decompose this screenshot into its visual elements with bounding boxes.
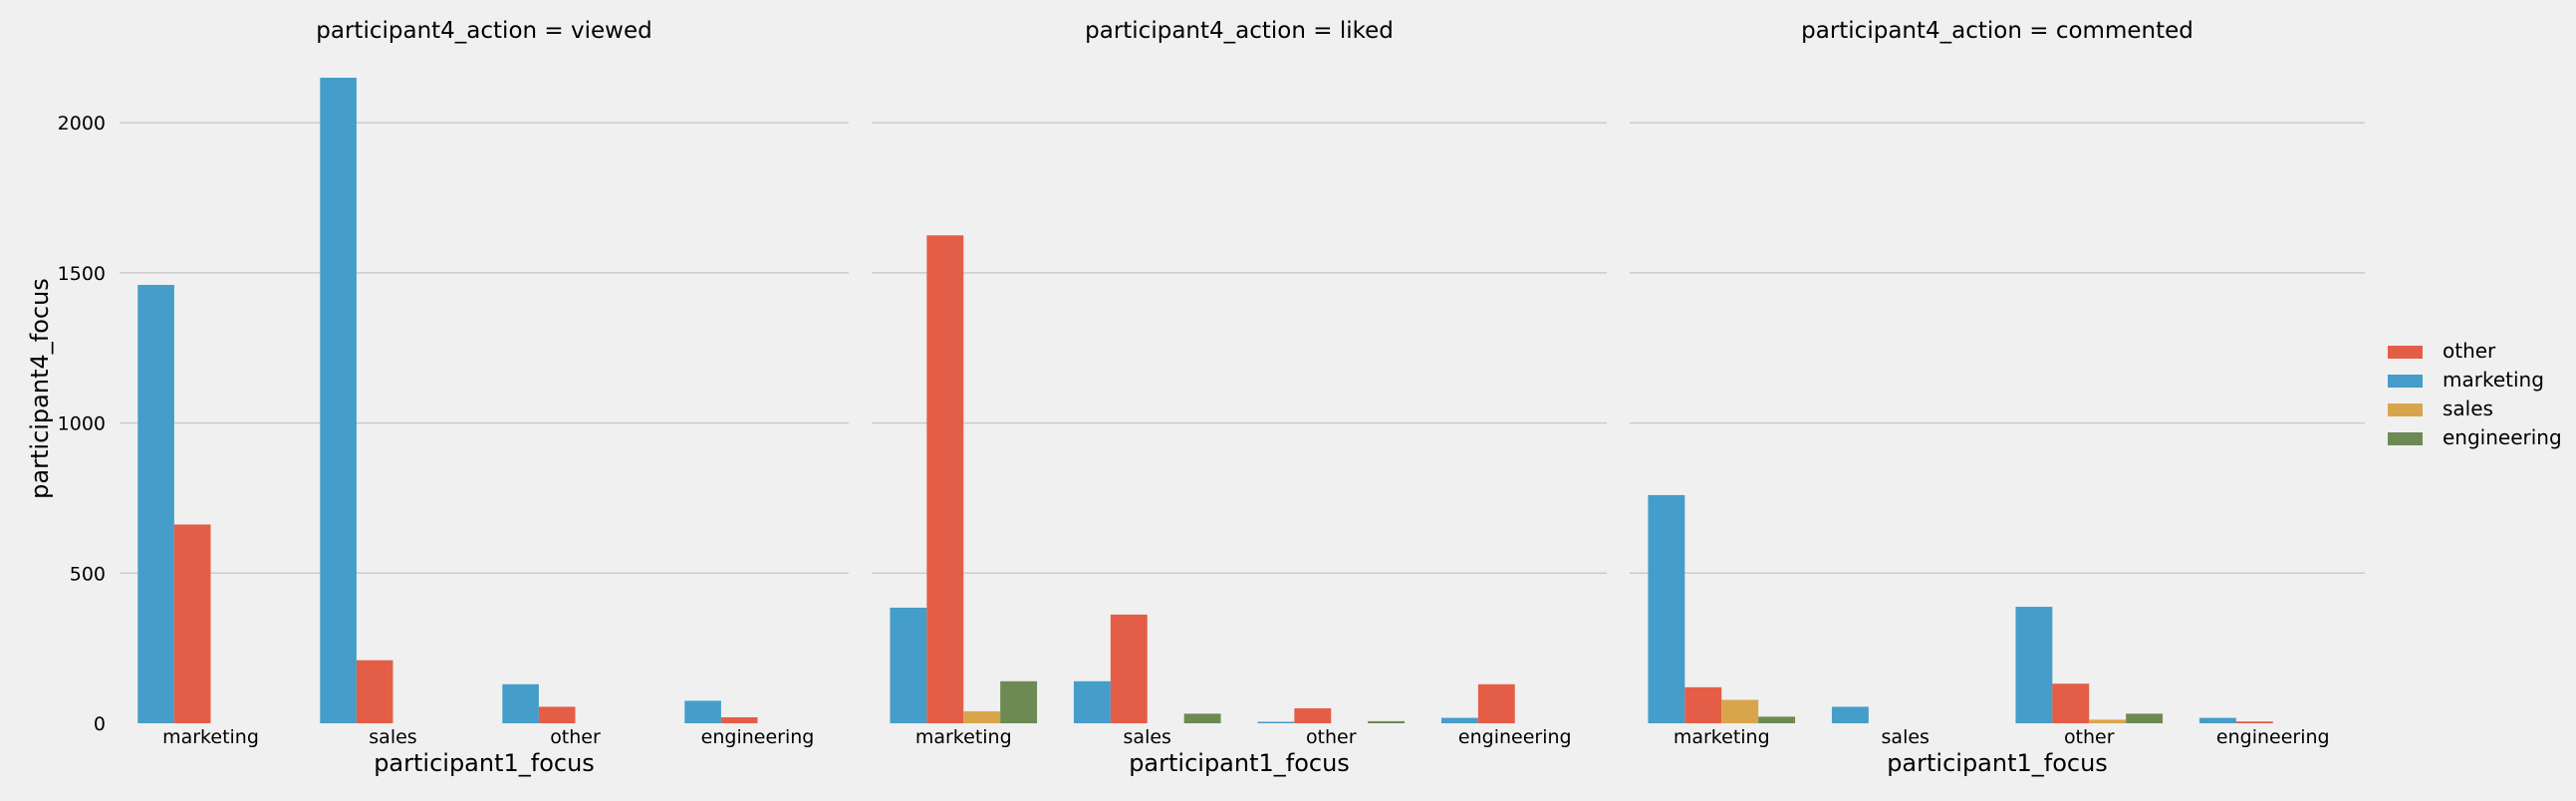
- bar-marketing-marketing: [1648, 494, 1685, 723]
- facet-panel-2: participant4_action = liked marketing sale…: [872, 18, 1607, 777]
- facet-title: participant4_action = commented: [1801, 18, 2193, 44]
- bar-other-marketing: [926, 235, 964, 724]
- x-tick-label: engineering: [1458, 726, 1572, 748]
- facet-panel-1: participant4_action = viewed marketing sal…: [58, 18, 849, 777]
- bar-marketing-other: [502, 683, 539, 723]
- x-tick-label: engineering: [701, 726, 815, 748]
- bar-other-engineering: [720, 716, 758, 723]
- bar-marketing-sales: [1831, 706, 1869, 723]
- bar-marketing-other: [2015, 607, 2053, 723]
- bar-engineering-other: [1368, 720, 1406, 723]
- bar-engineering-marketing: [1758, 716, 1796, 723]
- y-tick-label: 2000: [58, 113, 106, 134]
- bar-marketing-other: [1257, 721, 1295, 723]
- legend-swatch-marketing: [2388, 375, 2423, 388]
- legend-label-sales: sales: [2443, 397, 2493, 420]
- x-tick-label: other: [550, 726, 601, 748]
- bar-engineering-other: [2126, 713, 2164, 723]
- bar-marketing-sales: [1073, 680, 1111, 723]
- x-axis-label: participant1_focus: [1887, 749, 2108, 777]
- bar-marketing-marketing: [137, 284, 174, 723]
- bar-other-sales: [356, 660, 393, 723]
- x-axis-label: participant1_focus: [1129, 749, 1350, 777]
- x-tick-label: sales: [1124, 726, 1171, 748]
- bar-other-other: [2052, 683, 2090, 723]
- bar-other-marketing: [173, 524, 211, 723]
- bar-other-engineering: [2235, 721, 2273, 723]
- facet-panel-3: participant4_action = commented marketing…: [1630, 18, 2365, 777]
- y-tick-label: 0: [94, 713, 106, 735]
- bar-engineering-marketing: [1000, 680, 1038, 723]
- bar-other-other: [1294, 707, 1332, 723]
- y-tick-label: 1000: [58, 413, 106, 435]
- y-tick-label: 1500: [58, 263, 106, 285]
- legend-swatch-other: [2388, 346, 2423, 359]
- legend-swatch-engineering: [2388, 432, 2423, 445]
- bar-sales-marketing: [963, 710, 1001, 723]
- bar-sales-marketing: [1721, 699, 1759, 723]
- x-tick-label: marketing: [1674, 726, 1770, 748]
- facet-title: participant4_action = viewed: [316, 18, 651, 44]
- x-tick-label: other: [2064, 726, 2115, 748]
- x-axis-label: participant1_focus: [374, 749, 595, 777]
- legend-label-marketing: marketing: [2443, 368, 2544, 392]
- bar-other-sales: [1110, 614, 1148, 723]
- bar-engineering-sales: [1183, 713, 1221, 723]
- x-tick-label: sales: [1882, 726, 1930, 748]
- x-tick-label: marketing: [162, 726, 259, 748]
- bar-marketing-marketing: [890, 607, 927, 723]
- facet-title: participant4_action = liked: [1085, 18, 1394, 44]
- x-tick-label: marketing: [915, 726, 1012, 748]
- bar-other-other: [538, 706, 576, 723]
- legend-label-other: other: [2443, 339, 2496, 363]
- y-axis-label: participant4_focus: [26, 278, 54, 499]
- y-tick-label: 500: [70, 563, 106, 585]
- legend-swatch-sales: [2388, 403, 2423, 416]
- bar-other-engineering: [1477, 683, 1515, 723]
- bar-sales-other: [2089, 719, 2127, 723]
- legend: other marketing sales engineering: [2388, 339, 2562, 449]
- bar-marketing-engineering: [684, 700, 721, 723]
- x-tick-label: engineering: [2216, 726, 2330, 748]
- bar-marketing-engineering: [2198, 717, 2236, 723]
- x-tick-label: other: [1306, 726, 1357, 748]
- bar-other-marketing: [1684, 686, 1722, 723]
- bar-marketing-engineering: [1440, 717, 1478, 723]
- legend-label-engineering: engineering: [2443, 425, 2562, 449]
- bar-marketing-sales: [320, 78, 357, 723]
- x-tick-label: sales: [369, 726, 416, 748]
